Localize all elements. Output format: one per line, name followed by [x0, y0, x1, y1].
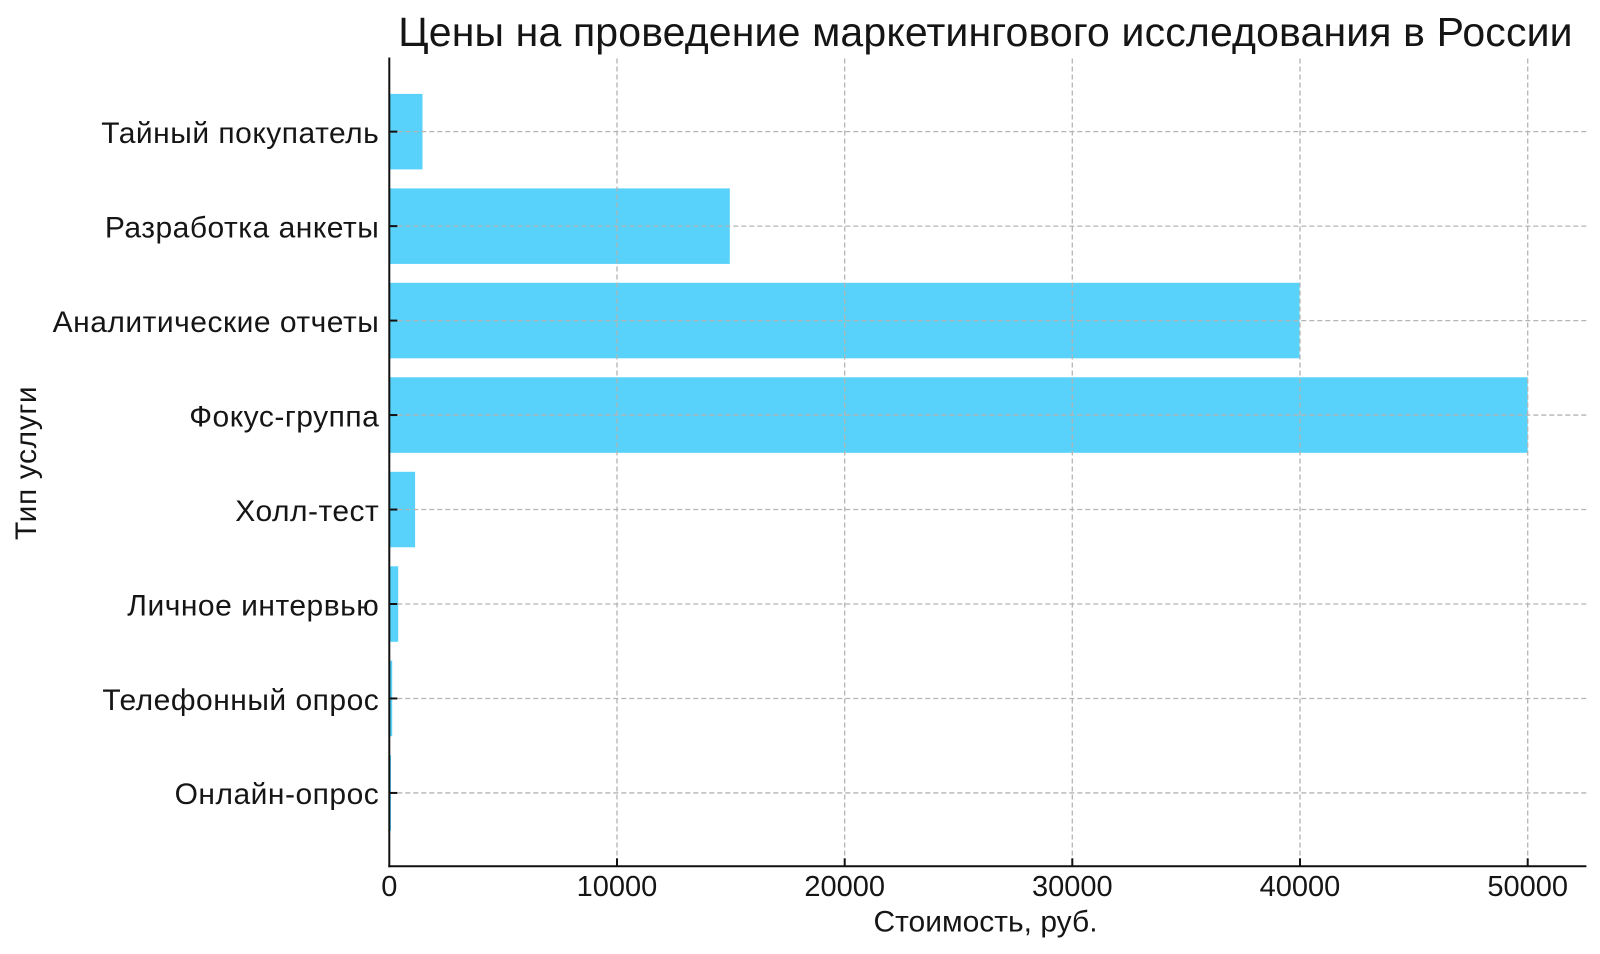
svg-text:Разработка анкеты: Разработка анкеты — [105, 211, 379, 244]
svg-text:Личное интервью: Личное интервью — [127, 589, 379, 622]
svg-text:Телефонный опрос: Телефонный опрос — [102, 684, 379, 717]
svg-text:10000: 10000 — [577, 871, 658, 903]
svg-text:Аналитические отчеты: Аналитические отчеты — [53, 306, 380, 339]
svg-text:Фокус-группа: Фокус-группа — [189, 400, 379, 433]
svg-text:Стоимость, руб.: Стоимость, руб. — [873, 906, 1097, 939]
svg-text:50000: 50000 — [1487, 871, 1568, 903]
svg-text:40000: 40000 — [1260, 871, 1341, 903]
svg-text:Тип услуги: Тип услуги — [10, 386, 43, 540]
svg-text:Тайный покупатель: Тайный покупатель — [101, 117, 379, 150]
svg-text:0: 0 — [381, 871, 397, 903]
svg-text:20000: 20000 — [804, 871, 885, 903]
svg-text:Цены на проведение маркетингов: Цены на проведение маркетингового исслед… — [398, 9, 1572, 55]
svg-text:Холл-тест: Холл-тест — [235, 495, 379, 528]
svg-text:Онлайн-опрос: Онлайн-опрос — [175, 778, 380, 811]
svg-text:30000: 30000 — [1032, 871, 1113, 903]
